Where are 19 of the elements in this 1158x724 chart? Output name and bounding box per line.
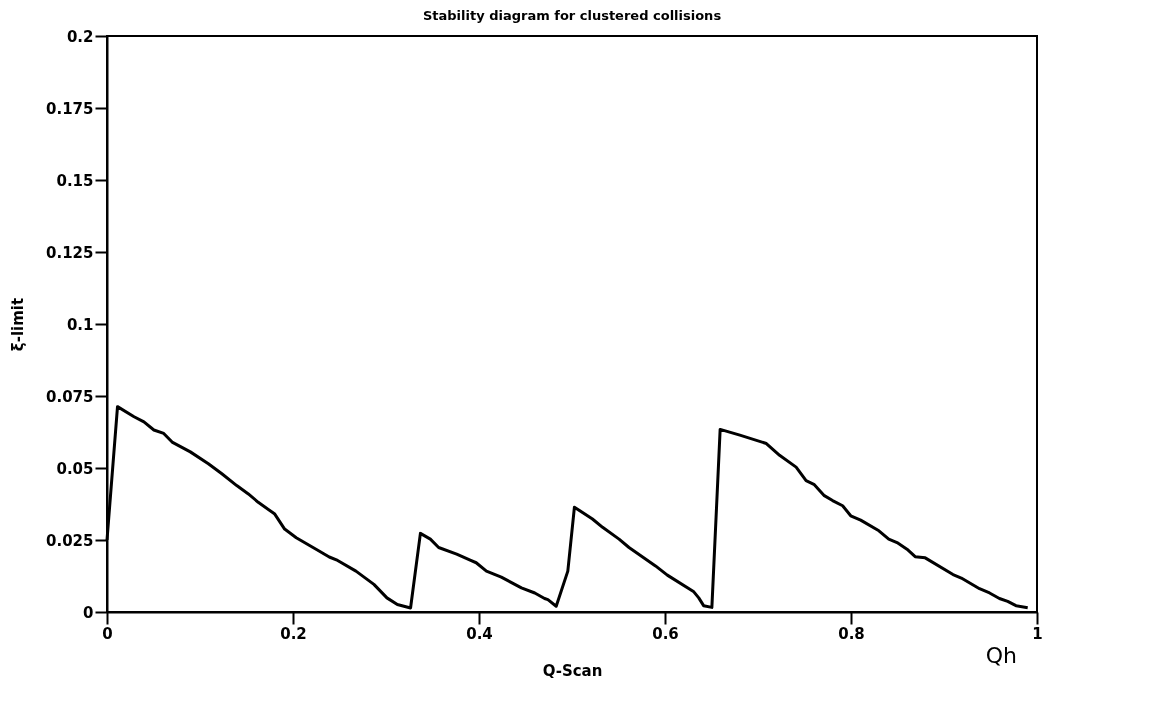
- x-tick-label: 0.4: [466, 624, 493, 643]
- y-tick-label: 0.075: [46, 387, 94, 406]
- x-axis-title: Q-Scan: [542, 661, 603, 680]
- y-tick-label: 0.1: [66, 315, 94, 334]
- y-tick-label: 0.15: [56, 171, 94, 190]
- x-tick-label: 0.2: [280, 624, 307, 643]
- x-tick-label: 0: [102, 624, 113, 643]
- x-tick-label: 0.6: [652, 624, 679, 643]
- x-tick-label: 1: [1032, 624, 1043, 643]
- y-axis-title: ξ-limit: [9, 297, 28, 352]
- y-tick-label: 0.125: [46, 243, 94, 262]
- text: Qh: [985, 643, 1017, 668]
- y-tick-label: 0.05: [56, 459, 94, 478]
- y-tick-label: 0.025: [46, 531, 94, 550]
- y-tick-label: 0: [83, 603, 94, 622]
- chart-title: Stability diagram for clustered collisions: [422, 8, 722, 23]
- x-tick-label: 0.8: [838, 624, 865, 643]
- y-tick-label: 0.2: [66, 27, 94, 46]
- y-tick-label: 0.175: [46, 99, 94, 118]
